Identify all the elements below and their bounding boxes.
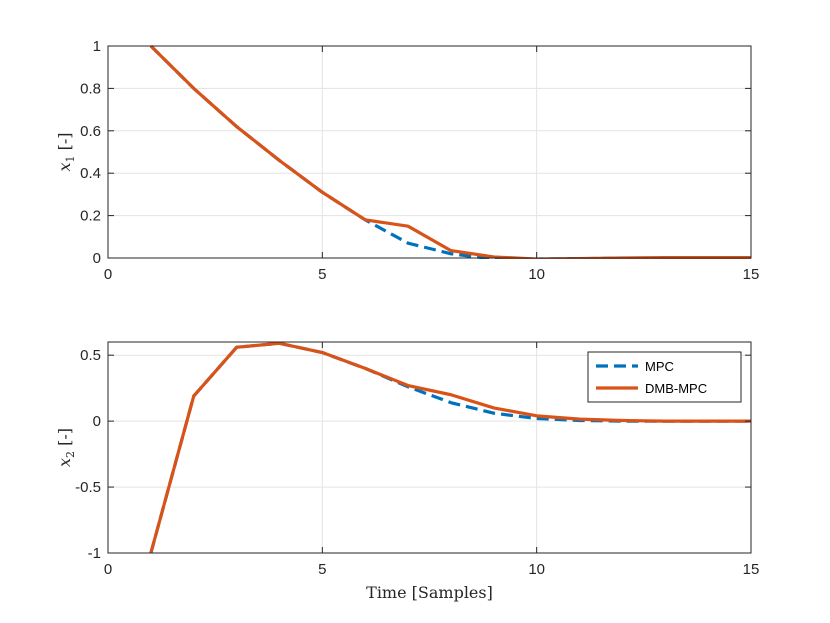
y-tick-label: 0.6	[80, 123, 101, 140]
y-tick-label: 0.4	[80, 165, 101, 182]
bottom-plot-x2: 0 5 10 15 -1 -0.5 0 0.5 x2 [-] Time [Samples] MPC D…	[55, 341, 760, 602]
plot-area	[108, 46, 751, 258]
axes-box	[107, 341, 752, 554]
y-axis-label: x2 [-]	[55, 428, 77, 467]
x-tick-label: 5	[318, 561, 326, 578]
x-tick-label: 15	[743, 561, 760, 578]
series-line-dmb-mpc	[149, 341, 751, 554]
series-group	[149, 341, 751, 554]
y-tick-label: -1	[88, 545, 101, 562]
legend: MPC DMB-MPC	[587, 351, 742, 403]
x-tick-label: 15	[743, 266, 760, 283]
x-tick-label: 5	[318, 266, 326, 283]
y-tick-label: 0	[93, 250, 101, 267]
legend-box	[587, 351, 742, 403]
y-tick-label: 0	[93, 413, 101, 430]
y-tick-label: 0.2	[80, 208, 101, 225]
y-axis-label: x1 [-]	[55, 132, 77, 171]
x-axis-label: Time [Samples]	[366, 583, 493, 602]
y-tick-label: 0.5	[80, 347, 101, 364]
x-tick-label: 10	[528, 266, 545, 283]
y-tick-label: 1	[93, 38, 101, 55]
x-tick-label: 10	[528, 561, 545, 578]
top-plot-x1: 0 5 10 15 0 0.2 0.4 0.6 0.8 1 x1 [-]	[55, 38, 759, 283]
legend-label-dmb-mpc: DMB-MPC	[645, 381, 707, 396]
axes-box	[107, 45, 752, 259]
x-tick-label: 0	[104, 266, 112, 283]
y-tick-label: -0.5	[75, 479, 101, 496]
x-tick-label: 0	[104, 561, 112, 578]
y-tick-label: 0.8	[80, 80, 101, 97]
legend-label-mpc: MPC	[645, 359, 674, 374]
